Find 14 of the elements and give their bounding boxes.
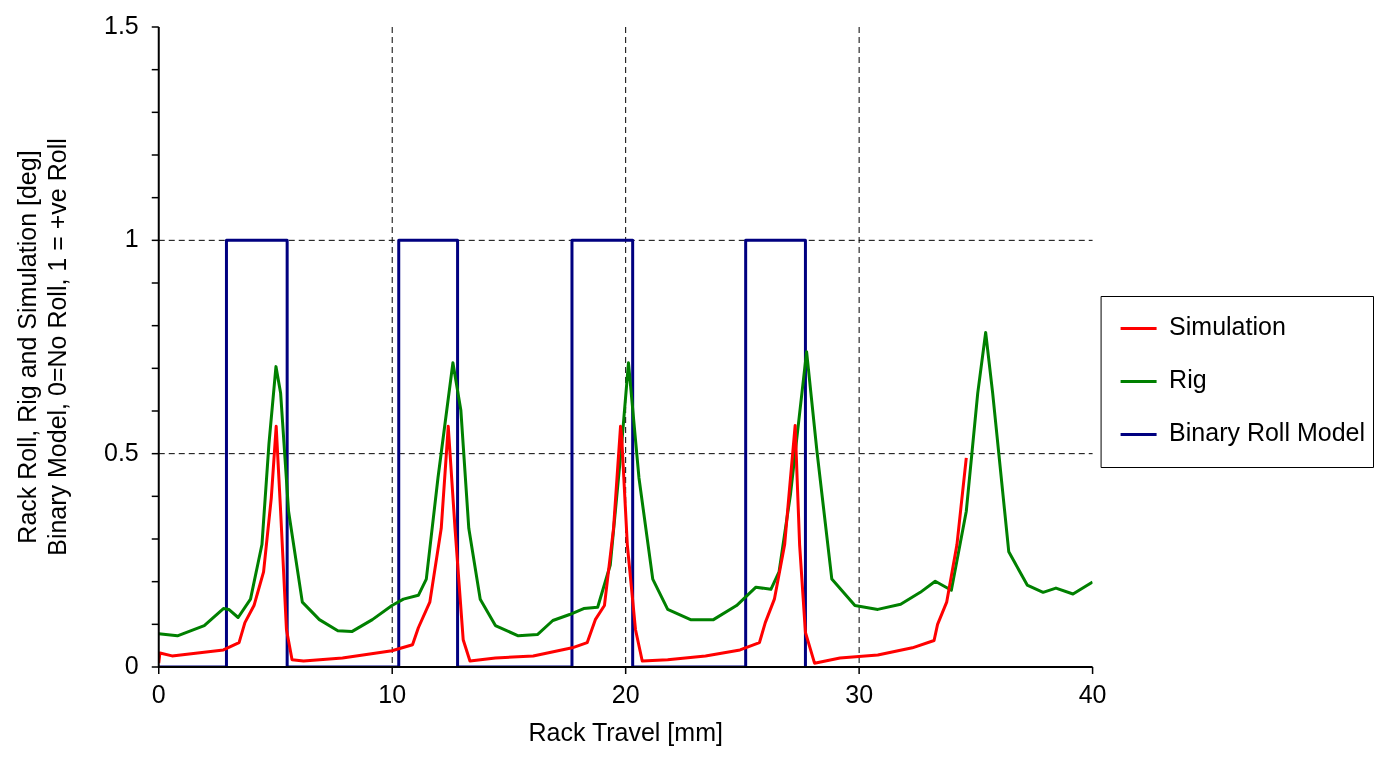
x-tick-label: 20 xyxy=(611,679,640,708)
x-tick-label: 10 xyxy=(378,679,407,708)
legend-label: Rig xyxy=(1169,365,1207,394)
x-tick-label: 30 xyxy=(845,679,874,708)
y-axis-title: Rack Roll, Rig and Simulation [deg] Binary Model, 0=No Roll, 1 = +ve Roll xyxy=(12,138,71,556)
y-tick-label: 1 xyxy=(124,224,139,253)
legend-label: Simulation xyxy=(1169,312,1286,341)
x-tick-label: 40 xyxy=(1078,679,1107,708)
x-tick-label: 0 xyxy=(151,679,166,708)
legend-label: Binary Roll Model xyxy=(1169,418,1366,447)
y-tick-label: 0 xyxy=(124,650,139,679)
x-axis-title: Rack Travel [mm] xyxy=(528,717,723,746)
y-tick-label: 1.5 xyxy=(103,10,139,39)
y-tick-label: 0.5 xyxy=(103,437,139,466)
